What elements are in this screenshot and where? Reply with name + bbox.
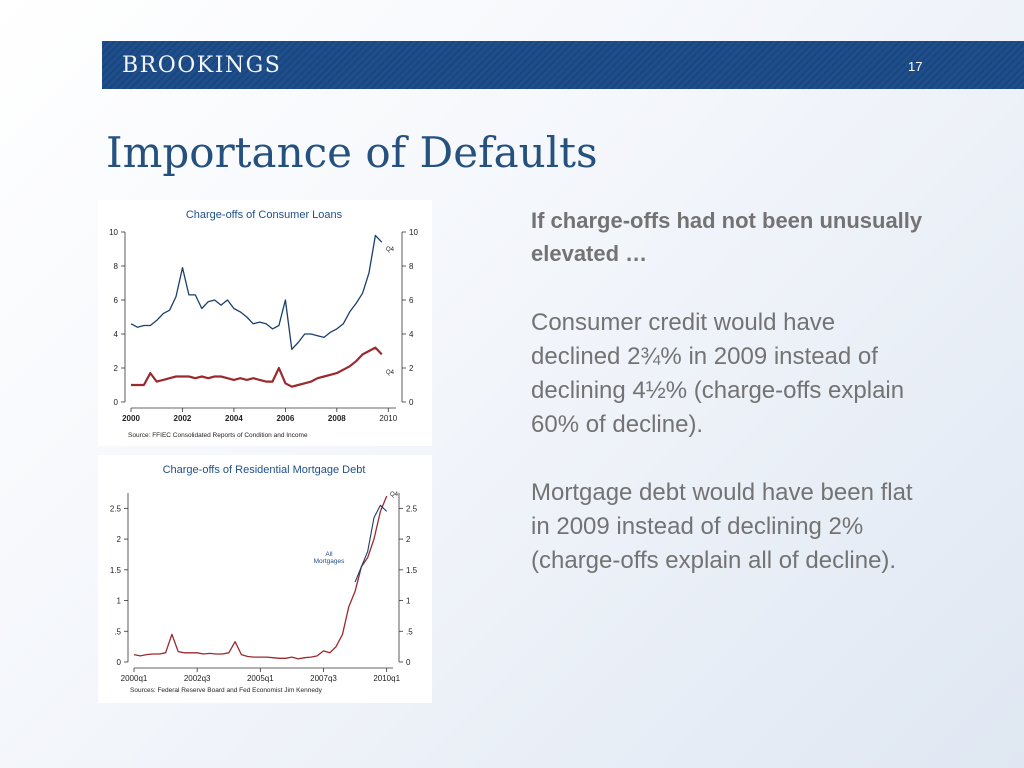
y-tick-label-left: 8 [114, 262, 119, 271]
x-tick-label: 2010q1 [373, 674, 400, 683]
series-end-label: Q4 [390, 492, 399, 498]
y-tick-label-right: 1 [406, 597, 411, 606]
y-tick-label-right: 0 [409, 398, 414, 407]
chart-title: Charge-offs of Consumer Loans [186, 209, 343, 221]
mortgage-chart-panel: Charge-offs of Residential Mortgage Debt… [98, 455, 432, 703]
x-tick-label: 2002 [174, 414, 192, 423]
x-tick-label: 2006 [276, 414, 294, 423]
chart-source: Source: FFIEC Consolidated Reports of Co… [128, 432, 308, 439]
x-tick-label: 2000q1 [121, 674, 148, 683]
consumer-loans-chart-panel: Charge-offs of Consumer Loans 0 0 2 2 4 4 6 6 8 8 1… [98, 200, 432, 446]
series-label: Mortgages [314, 558, 345, 565]
y-tick-label-right: .5 [406, 627, 413, 636]
series-end-label: Q4 [386, 247, 395, 253]
series-label: Credit Card Loans [206, 200, 271, 202]
consumer-credit-paragraph: Consumer credit would have declined 2¾% … [531, 309, 905, 438]
chart-source: Sources: Federal Reserve Board and Fed E… [130, 687, 323, 694]
x-tick-label: 2010 [379, 414, 397, 423]
y-tick-label-right: 1.5 [406, 566, 418, 575]
y-tick-label-right: 2.5 [406, 504, 418, 513]
y-tick-label-left: 1.5 [110, 566, 122, 575]
y-tick-label-left: 2.5 [110, 504, 122, 513]
y-tick-label-left: .5 [114, 627, 121, 636]
series-line-all-mortgages [354, 504, 388, 583]
brand-logo-text: BROOKINGS [122, 53, 282, 78]
y-tick-label-right: 0 [406, 658, 411, 667]
y-tick-label-left: 6 [114, 296, 119, 305]
y-tick-label-left: 0 [114, 398, 119, 407]
y-tick-label-left: 2 [117, 535, 122, 544]
y-tick-label-left: 10 [109, 228, 118, 237]
series-label: Other Consumer Loans [168, 200, 251, 202]
lead-text: If charge-offs had not been unusually el… [531, 208, 923, 266]
series-label: All [325, 551, 333, 558]
x-tick-label: 2004 [225, 414, 243, 423]
y-tick-label-left: 1 [117, 597, 122, 606]
y-tick-label-left: 4 [114, 330, 119, 339]
y-tick-label-right: 6 [409, 296, 414, 305]
mortgage-debt-paragraph: Mortgage debt would have been flat in 20… [531, 479, 913, 574]
slide-title: Importance of Defaults [106, 128, 598, 177]
x-tick-label: 2007q3 [310, 674, 337, 683]
x-tick-label: 2000 [122, 414, 140, 423]
text-column: If charge-offs had not been unusually el… [531, 204, 931, 578]
series-label: At Commercial Banks [186, 455, 263, 457]
series-line-at-commercial-banks [133, 495, 388, 660]
consumer-loans-chart: Charge-offs of Consumer Loans 0 0 2 2 4 4 6 6 8 8 1… [109, 200, 418, 439]
y-tick-label-left: 0 [117, 658, 122, 667]
header-bar: BROOKINGS 17 [102, 41, 1024, 89]
x-tick-label: 2005q1 [247, 674, 274, 683]
series-end-label: Q4 [386, 370, 395, 376]
series-line-other-consumer-loans [131, 346, 383, 388]
y-tick-label-left: 2 [114, 364, 119, 373]
series-line-credit-card-loans [130, 234, 383, 350]
chart-title: Charge-offs of Residential Mortgage Debt [163, 464, 366, 476]
y-tick-label-right: 2 [406, 535, 411, 544]
x-tick-label: 2008 [328, 414, 346, 423]
y-tick-label-right: 4 [409, 330, 414, 339]
page-number: 17 [908, 59, 923, 74]
y-tick-label-right: 8 [409, 262, 414, 271]
y-tick-label-right: 10 [409, 228, 418, 237]
y-tick-label-right: 2 [409, 364, 414, 373]
mortgage-chart: Charge-offs of Residential Mortgage Debt… [110, 455, 418, 694]
x-tick-label: 2002q3 [184, 674, 211, 683]
